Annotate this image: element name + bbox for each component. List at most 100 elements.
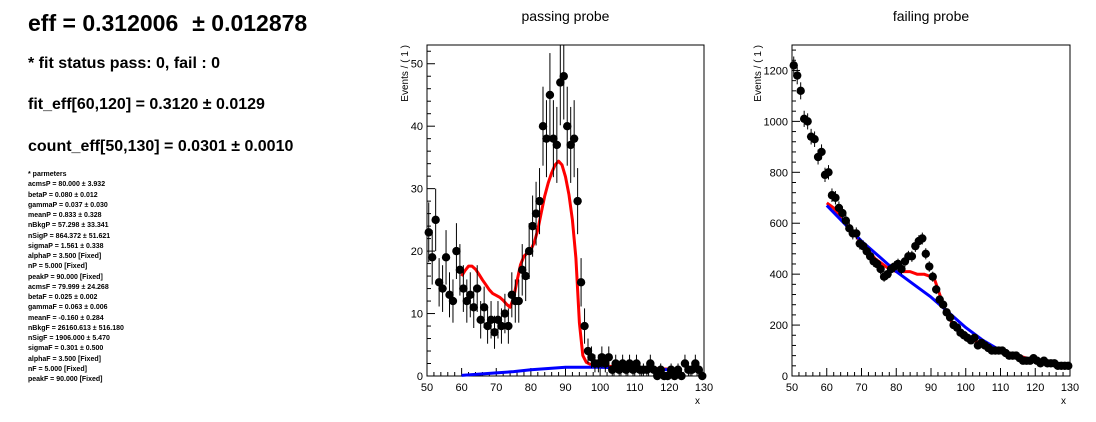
- parameter-line: nBkgP = 57.298 ± 33.341: [28, 222, 109, 230]
- data-point: [545, 90, 555, 100]
- y-tick-label: 30: [411, 184, 423, 196]
- parameter-line: nSigF = 1906.000 ± 5.470: [28, 335, 110, 342]
- data-point: [583, 346, 593, 356]
- data-point: [549, 134, 558, 143]
- data-point: [448, 296, 458, 306]
- data-point: [625, 359, 634, 368]
- data-point: [563, 121, 572, 131]
- x-axis-label: x: [1061, 396, 1066, 407]
- y-tick-label: 20: [411, 246, 423, 258]
- data-point: [642, 365, 652, 374]
- data-point: [576, 278, 586, 287]
- x-tick-label: 80: [525, 382, 537, 394]
- data-point: [552, 140, 562, 150]
- data-point: [925, 262, 934, 271]
- data-point: [587, 353, 596, 362]
- chart-title: passing probe: [522, 8, 610, 24]
- data-point: [646, 359, 655, 368]
- data-point: [604, 353, 613, 362]
- data-point: [528, 221, 537, 231]
- eff-label: eff = 0.312006: [28, 10, 179, 36]
- data-point: [556, 78, 565, 87]
- chart-1: failing probe 50 60 70 80 90 100 110 120 130 0 200 4…: [753, 8, 1079, 407]
- parameter-line: acmsF = 79.999 ± 24.268: [28, 283, 109, 291]
- data-point: [524, 246, 534, 256]
- data-point: [632, 359, 641, 368]
- data-point: [518, 265, 527, 275]
- data-point: [497, 321, 506, 331]
- data-point: [614, 365, 624, 374]
- data-point: [473, 284, 482, 293]
- fit-status: * fit status pass: 0, fail : 0: [28, 55, 221, 72]
- data-point: [431, 215, 440, 225]
- data-point: [521, 271, 530, 281]
- y-axis-label: Events / ( 1 ): [753, 45, 764, 102]
- y-tick-label: 40: [411, 121, 423, 133]
- x-tick-label: 70: [855, 382, 867, 394]
- total-fit-curve: [460, 159, 670, 371]
- data-point: [838, 208, 847, 218]
- data-point: [628, 365, 638, 374]
- chart-title: failing probe: [893, 8, 969, 24]
- x-tick-label: 130: [1061, 382, 1079, 394]
- background-fit-curve: [825, 204, 1036, 363]
- x-tick-label: 60: [821, 382, 833, 394]
- data-point: [796, 86, 805, 96]
- data-point: [666, 365, 676, 374]
- data-point: [618, 359, 627, 368]
- data-point: [970, 333, 979, 343]
- data-point: [434, 278, 444, 287]
- data-point: [921, 249, 930, 258]
- data-point: [841, 216, 851, 225]
- data-point: [424, 228, 433, 237]
- parameter-line: acmsP = 80.000 ± 3.932: [28, 181, 106, 189]
- data-point: [663, 371, 672, 381]
- y-tick-label: 0: [782, 371, 788, 383]
- parameter-line: betaF = 0.025 ± 0.002: [28, 294, 98, 301]
- y-tick-label: 1000: [764, 116, 788, 128]
- data-point: [793, 71, 802, 80]
- data-point: [932, 285, 941, 294]
- x-tick-label: 100: [957, 382, 975, 394]
- data-point: [580, 321, 589, 331]
- data-point: [680, 359, 690, 368]
- x-tick-label: 100: [591, 382, 609, 394]
- parameter-line: nP = 5.000 [Fixed]: [28, 263, 88, 271]
- data-point: [656, 365, 665, 374]
- data-point: [694, 365, 704, 374]
- x-axis-label: x: [695, 396, 700, 407]
- x-tick-label: 60: [456, 382, 468, 394]
- parameter-line: nF = 5.000 [Fixed]: [28, 365, 87, 373]
- data-point: [1064, 361, 1073, 371]
- parameter-line: nSigP = 864.372 ± 51.621: [28, 232, 111, 240]
- x-tick-label: 120: [1026, 382, 1044, 394]
- chart-0: passing probe 50 60 70 80 90 100 110 120 130 0 10 20…: [400, 8, 713, 407]
- data-point: [438, 284, 447, 293]
- parameter-line: meanF = -0.160 ± 0.284: [28, 314, 104, 322]
- data-point: [566, 140, 575, 150]
- data-point: [469, 303, 478, 312]
- parameter-line: sigmaP = 1.561 ± 0.338: [28, 242, 104, 250]
- y-tick-label: 200: [770, 320, 788, 332]
- data-point: [810, 135, 819, 144]
- x-tick-label: 80: [890, 382, 902, 394]
- data-point: [531, 209, 541, 218]
- data-point: [427, 253, 437, 262]
- data-point: [455, 265, 465, 275]
- parameter-header: * parmeters: [28, 171, 67, 178]
- data-point: [907, 252, 917, 261]
- parameter-line: betaP = 0.080 ± 0.012: [28, 191, 98, 199]
- data-point: [938, 300, 948, 309]
- data-point: [514, 296, 523, 306]
- count-efficiency: count_eff[50,130] = 0.0301 ± 0.0010: [28, 138, 294, 155]
- data-point: [831, 193, 840, 202]
- y-tick-label: 50: [411, 59, 423, 71]
- results-panel: eff = 0.312006 ± 0.012878 * fit status pa…: [0, 0, 380, 422]
- data-point: [803, 117, 812, 126]
- data-point: [698, 371, 707, 381]
- total-fit-curve: [825, 201, 1036, 363]
- x-tick-label: 90: [559, 382, 571, 394]
- parameter-line: meanP = 0.833 ± 0.328: [28, 212, 102, 219]
- data-point: [459, 284, 468, 293]
- data-point: [452, 246, 461, 256]
